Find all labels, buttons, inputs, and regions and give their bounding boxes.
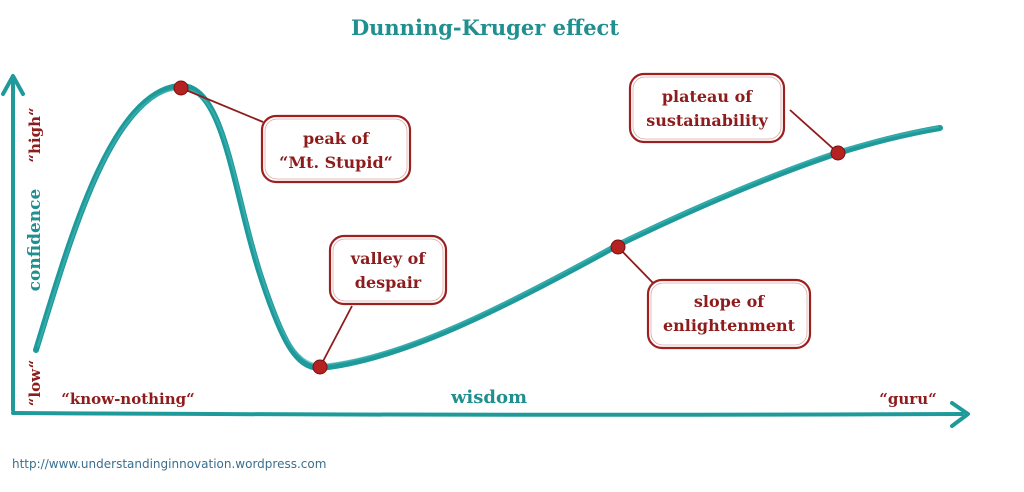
callout-slope-box-sketch [650,282,808,346]
x-axis-arrowhead [950,401,970,428]
valley-leader-line [319,305,353,368]
callout-valley-box-sketch [332,238,444,302]
leader-lines [180,87,839,368]
callout-peak-box-sketch [264,118,408,180]
callout-plateau-line2: sustainability [646,111,768,130]
callout-plateau-box [628,72,786,144]
callout-valley-box [328,234,448,306]
y-axis-high-label: “high“ [26,107,44,162]
peak-point [173,80,189,96]
y-axis-low-label: “low“ [26,360,44,406]
callout-slope-line2: enlightenment [663,316,796,335]
axes [1,74,970,428]
x-axis-right-label: “guru“ [879,390,936,408]
callout-plateau: plateau of sustainability [628,72,786,144]
x-axis-line [11,411,964,417]
curve-points [173,80,846,375]
slope-leader-line [617,246,655,285]
callout-plateau-box-sketch [632,76,782,140]
plateau-leader-line [789,109,839,154]
y-axis-arrowhead [1,74,25,96]
x-axis-left-label: “know-nothing“ [61,390,195,408]
x-axis-label: wisdom [450,387,527,408]
diagram-title: Dunning-Kruger effect [351,15,619,40]
callout-slope-box [646,278,812,350]
callout-peak-line1: peak of [303,129,370,148]
valley-point [312,359,328,375]
y-axis-label: confidence [25,188,45,291]
callout-peak-box [260,114,412,184]
callout-peak: peak of “Mt. Stupid“ [260,114,412,184]
callout-valley: valley of despair [328,234,448,306]
callout-valley-line2: despair [355,273,422,292]
slope-point [610,239,626,255]
plateau-point [830,145,846,161]
callout-valley-line1: valley of [350,249,427,268]
callout-peak-line2: “Mt. Stupid“ [279,153,393,172]
callout-plateau-line1: plateau of [662,87,753,106]
peak-leader-line [180,87,264,123]
callout-slope-line1: slope of [694,292,765,311]
callout-slope: slope of enlightenment [646,278,812,350]
footer-url-link[interactable]: http://www.understandinginnovation.wordp… [12,457,326,471]
